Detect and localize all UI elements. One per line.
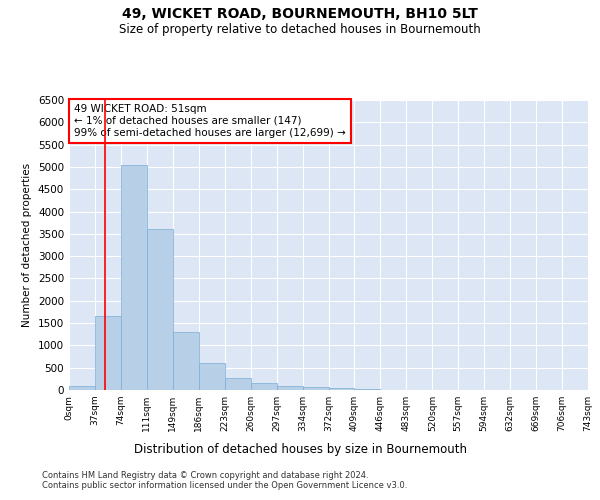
Bar (329, 388, 355, 390)
Text: Contains public sector information licensed under the Open Government Licence v3: Contains public sector information licen… (42, 480, 407, 490)
Bar (355, 389, 380, 390)
Y-axis label: Number of detached properties: Number of detached properties (22, 163, 32, 327)
Text: Distribution of detached houses by size in Bournemouth: Distribution of detached houses by size … (133, 442, 467, 456)
Bar (251, 384, 277, 390)
Text: 49 WICKET ROAD: 51sqm
← 1% of detached houses are smaller (147)
99% of semi-deta: 49 WICKET ROAD: 51sqm ← 1% of detached h… (74, 104, 346, 138)
Text: Contains HM Land Registry data © Crown copyright and database right 2024.: Contains HM Land Registry data © Crown c… (42, 470, 368, 480)
Bar (225, 378, 251, 390)
Bar (302, 386, 329, 390)
Bar (95, 316, 121, 390)
Bar (199, 363, 224, 390)
Bar (69, 386, 95, 390)
Bar (277, 386, 302, 390)
Bar (173, 332, 199, 390)
Text: Size of property relative to detached houses in Bournemouth: Size of property relative to detached ho… (119, 22, 481, 36)
Bar (147, 230, 173, 390)
Bar (121, 164, 147, 390)
Text: 49, WICKET ROAD, BOURNEMOUTH, BH10 5LT: 49, WICKET ROAD, BOURNEMOUTH, BH10 5LT (122, 8, 478, 22)
